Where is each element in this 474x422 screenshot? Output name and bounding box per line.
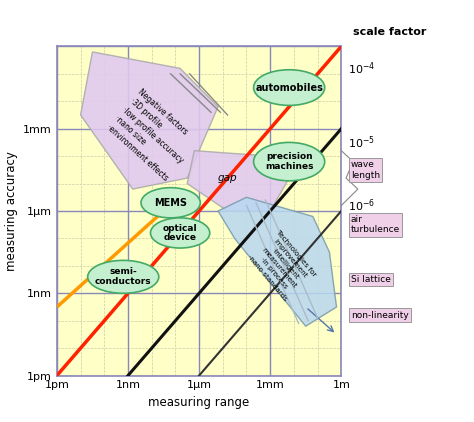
Text: 10$^{-4}$: 10$^{-4}$	[348, 60, 376, 77]
Text: scale factor: scale factor	[353, 27, 427, 38]
Text: optical
device: optical device	[163, 224, 198, 242]
Text: 10$^{-6}$: 10$^{-6}$	[348, 197, 375, 214]
Text: non-linearity: non-linearity	[351, 311, 409, 320]
Ellipse shape	[88, 260, 159, 293]
Text: automobiles: automobiles	[255, 83, 323, 92]
Text: 10$^{-5}$: 10$^{-5}$	[348, 134, 375, 151]
Ellipse shape	[254, 143, 325, 181]
Ellipse shape	[150, 218, 210, 248]
Text: precision
machines: precision machines	[265, 152, 313, 171]
Text: semi-
conductors: semi- conductors	[95, 268, 152, 286]
Text: MEMS: MEMS	[154, 198, 187, 208]
X-axis label: measuring range: measuring range	[148, 396, 250, 409]
Text: wave
length: wave length	[351, 160, 380, 179]
Ellipse shape	[254, 70, 325, 106]
Text: Technologies for
improvement
·intelligent
measurement
·in process
·nano standard: Technologies for improvement ·intelligen…	[246, 230, 318, 302]
Polygon shape	[81, 52, 218, 189]
Polygon shape	[218, 197, 337, 326]
Text: air
turbulence: air turbulence	[351, 215, 400, 234]
Ellipse shape	[141, 188, 200, 218]
Polygon shape	[187, 151, 289, 211]
Text: gap: gap	[218, 173, 237, 183]
Y-axis label: measuring accuracy: measuring accuracy	[5, 151, 18, 271]
Text: Si lattice: Si lattice	[351, 275, 391, 284]
Text: Negative factors
·3D profile
·low profile accuracy
·nano size
·environment effec: Negative factors ·3D profile ·low profil…	[104, 87, 201, 183]
